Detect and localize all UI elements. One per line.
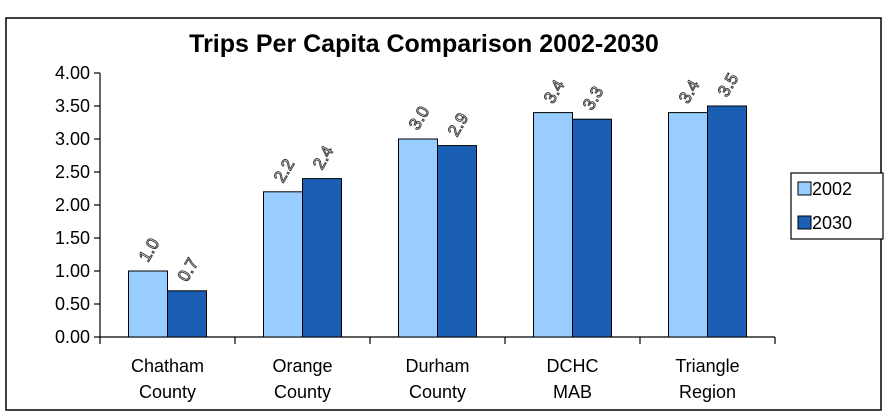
category-label: Chatham: [131, 356, 204, 376]
data-label-2030-3: 3.3: [579, 83, 607, 113]
legend-swatch-2002: [797, 181, 812, 196]
category-labels: Chatham County Orange County Durham County DCH…: [131, 356, 740, 402]
category-label: Triangle: [675, 356, 739, 376]
category-label: Region: [679, 382, 736, 402]
bar-2002-4: [668, 112, 708, 338]
bar-2002-1: [263, 191, 303, 338]
data-label-2002-0: 1.0: [135, 235, 163, 265]
y-tick-label: 3.50: [55, 96, 90, 116]
category-label: MAB: [553, 382, 592, 402]
category-label: County: [274, 382, 331, 402]
data-label-2030-2: 2.9: [444, 110, 472, 140]
bars: [128, 105, 747, 338]
category-label: DCHC: [547, 356, 599, 376]
bar-2030-1: [302, 178, 342, 338]
data-label-2030-4: 3.5: [714, 70, 742, 100]
data-label-2002-4: 3.4: [675, 77, 703, 107]
bar-2030-2: [437, 145, 477, 338]
category-label: Orange: [272, 356, 332, 376]
y-tick-label: 3.00: [55, 129, 90, 149]
y-tick-label: 0.00: [55, 327, 90, 347]
data-label-2002-1: 2.2: [270, 156, 298, 186]
data-label-2002-3: 3.4: [540, 77, 568, 107]
y-tick-label: 1.50: [55, 228, 90, 248]
axes: 0.00 0.50 1.00 1.50 2.00 2.50 3.00 3.50 4.00: [55, 63, 776, 347]
legend: 2002 2030: [790, 172, 884, 240]
category-label: Durham: [405, 356, 469, 376]
chart-title: Trips Per Capita Comparison 2002-2030: [189, 30, 659, 58]
bar-2002-3: [533, 112, 573, 338]
y-tick-label: 2.00: [55, 195, 90, 215]
legend-label-2002: 2002: [812, 179, 852, 199]
bar-2002-0: [128, 270, 168, 338]
y-tick-label: 4.00: [55, 63, 90, 83]
category-label: County: [139, 382, 196, 402]
data-label-2030-1: 2.4: [309, 143, 337, 173]
legend-swatch-2030: [797, 215, 812, 230]
y-tick-label: 1.00: [55, 261, 90, 281]
legend-label-2030: 2030: [812, 213, 852, 233]
data-label-2002-2: 3.0: [405, 103, 433, 133]
data-label-2030-0: 0.7: [174, 255, 202, 285]
bar-2030-4: [707, 105, 747, 338]
bar-2002-2: [398, 138, 438, 338]
y-tick-label: 2.50: [55, 162, 90, 182]
bar-2030-0: [167, 290, 207, 338]
category-label: County: [409, 382, 466, 402]
bar-2030-3: [572, 118, 612, 338]
y-tick-label: 0.50: [55, 294, 90, 314]
